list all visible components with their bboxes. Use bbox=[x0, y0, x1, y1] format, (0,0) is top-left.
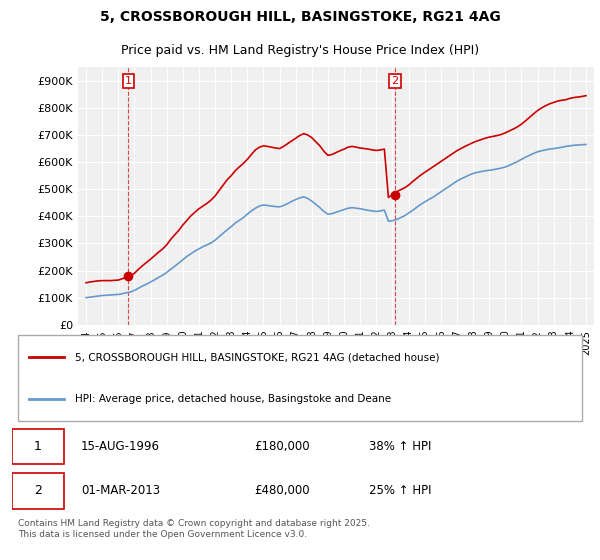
FancyBboxPatch shape bbox=[18, 335, 582, 421]
Text: 1: 1 bbox=[125, 76, 132, 86]
Text: Price paid vs. HM Land Registry's House Price Index (HPI): Price paid vs. HM Land Registry's House … bbox=[121, 44, 479, 57]
Text: £180,000: £180,000 bbox=[254, 440, 310, 452]
Text: 15-AUG-1996: 15-AUG-1996 bbox=[81, 440, 160, 452]
FancyBboxPatch shape bbox=[12, 473, 64, 508]
Text: 1: 1 bbox=[34, 440, 42, 452]
Text: 38% ↑ HPI: 38% ↑ HPI bbox=[369, 440, 431, 452]
Text: 2: 2 bbox=[391, 76, 398, 86]
Text: £480,000: £480,000 bbox=[254, 484, 310, 497]
Text: 01-MAR-2013: 01-MAR-2013 bbox=[81, 484, 160, 497]
Text: 5, CROSSBOROUGH HILL, BASINGSTOKE, RG21 4AG (detached house): 5, CROSSBOROUGH HILL, BASINGSTOKE, RG21 … bbox=[76, 352, 440, 362]
Text: 2: 2 bbox=[34, 484, 42, 497]
FancyBboxPatch shape bbox=[12, 428, 64, 464]
Text: 5, CROSSBOROUGH HILL, BASINGSTOKE, RG21 4AG: 5, CROSSBOROUGH HILL, BASINGSTOKE, RG21 … bbox=[100, 10, 500, 24]
Text: HPI: Average price, detached house, Basingstoke and Deane: HPI: Average price, detached house, Basi… bbox=[76, 394, 391, 404]
Text: Contains HM Land Registry data © Crown copyright and database right 2025.
This d: Contains HM Land Registry data © Crown c… bbox=[18, 520, 370, 539]
Text: 25% ↑ HPI: 25% ↑ HPI bbox=[369, 484, 431, 497]
